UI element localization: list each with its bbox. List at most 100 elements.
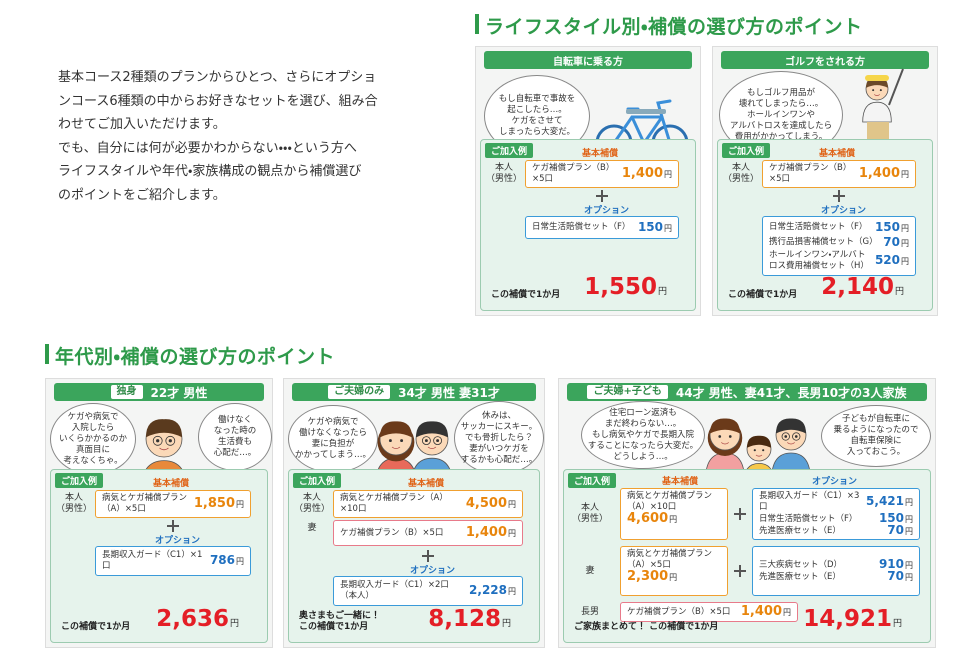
person-label: 本人 (494, 163, 513, 173)
price-unit: 円 (664, 223, 672, 233)
section-title: ライフスタイル別・補償の選び方のポイント (475, 12, 862, 39)
speech-bubble: 休みは、 サッカーにスキー。 でも骨折したら？ 妻がいつケガを するかも心配だ…。 (454, 401, 544, 475)
plan-name: ケガ補償プラン（B）×5口 (769, 163, 852, 184)
bubble-line: するかも心配だ…。 (460, 454, 538, 465)
price: 2,300円 (627, 569, 677, 584)
bubble-line: 休みは、 (481, 410, 516, 421)
plan-name: ケガ補償プラン（B）×5口 (532, 163, 615, 184)
price: 2,228円 (469, 584, 516, 597)
total-label-line: この補償で1か月 (728, 290, 798, 300)
price: 786円 (210, 554, 244, 567)
person-label: 本人 (302, 493, 321, 503)
example-box: ご加入例 基本補償 本人 （男性） 病気とケガ補償プラン（A）×10口 4,500円妻ケガ… (288, 469, 540, 643)
price-value: 2,140 (821, 274, 894, 300)
plan-name: 病気とケガ補償プラン（A）×5口 (102, 493, 188, 514)
bubble-line: ケガや病気で (307, 417, 359, 427)
person-label: （男性） (293, 504, 330, 514)
price-unit: 円 (901, 257, 909, 266)
price: 150円 (637, 219, 672, 234)
person-label: 妻 (307, 523, 317, 533)
option-name: 日常生活賠償セット（F） (759, 513, 858, 524)
basic-plan: 病気とケガ補償プラン（A）×10口 4,500円 (333, 490, 523, 518)
insured-person: 本人 （男性） (570, 503, 610, 525)
option-row: 長期収入ガード（C1）×2口（本人） 2,228円 (340, 580, 516, 602)
header-info: 34才 男性 妻31才 (398, 385, 500, 400)
price-value: 1,400 (740, 604, 782, 619)
total-row: 奥さまもご一緒に！ この補償で1か月 8,128円 (299, 607, 511, 636)
price-value: 910 (878, 557, 904, 571)
plan-card: ゴルフをされる方 もしゴルフ用品が 壊れてしまったら…。 ホールインワンや アルバトロス… (712, 46, 938, 316)
price: 70円 (883, 234, 909, 249)
price: 1,550円 (584, 275, 667, 304)
intro-line: のポイントをご紹介します。 (58, 187, 226, 203)
basic-plan: ケガ補償プラン（B）×5口 1,400円 (525, 160, 679, 188)
price-unit: 円 (508, 587, 516, 596)
price-value: 150 (637, 219, 663, 234)
insured-person: 本人 （男性） (485, 163, 523, 185)
basic-heading: 基本補償 (819, 149, 856, 159)
plan-name: 病気とケガ補償プラン（A）×5口 (627, 549, 713, 570)
price: 1,400円 (622, 167, 672, 180)
header-info: 44才 男性、妻41才、長男10才の3人家族 (675, 385, 907, 400)
person-label: 長男 (580, 606, 599, 617)
option-row: ホールインワン・アルバトロス費用補償セット（H） 520円 (769, 250, 909, 272)
bubble-line: 入院したら (71, 422, 115, 433)
intro: 基本コース2種類のプランからひとつ、さらにオプショ ンコース6種類の中からお好きな… (58, 66, 378, 207)
price-value: 1,400 (465, 525, 507, 540)
price: 70円 (887, 524, 913, 537)
option-row: 先進医療セット（E） 70円 (759, 524, 913, 537)
option-heading: オプション (812, 477, 858, 487)
plan-card: ご夫婦+子ども 44才 男性、妻41才、長男10才の3人家族 住宅ローン返済も まだ終… (558, 378, 936, 648)
price-value: 70 (883, 234, 900, 249)
person-label: 本人 (64, 493, 83, 503)
basic-plan: 病気とケガ補償プラン（A）×10口 4,600円 (620, 488, 728, 540)
price: 150円 (875, 221, 909, 234)
price-value: 4,600 (627, 511, 669, 526)
price-value: 5,421 (866, 494, 904, 508)
plus-sign (167, 520, 179, 532)
price-value: 1,550 (584, 274, 657, 300)
total-label: ご家族まとめて！ この補償で1か月 (574, 622, 718, 636)
price-unit: 円 (669, 515, 678, 524)
total-label: この補償で1か月 (728, 290, 797, 304)
price-value: 520 (874, 253, 900, 267)
option-name: 三大疾病セット（D） (759, 559, 843, 570)
total-row: この補償で1か月 2,140円 (728, 275, 904, 304)
price-unit: 円 (501, 619, 511, 629)
example-label: ご加入例 (485, 143, 534, 158)
speech-bubble: 働けなく なった時の 生活費も 心配だ…。 (198, 403, 272, 471)
example-label: ご加入例 (568, 473, 617, 488)
header-tag: ご夫婦+子ども (587, 385, 668, 399)
insured-person: 長男 (570, 607, 610, 618)
price: 520円 (874, 253, 909, 267)
bubble-line: することになったら大変だ。 (587, 440, 699, 451)
option-row: 携行品損害補償セット（G） 70円 (769, 235, 909, 250)
bubble-line: もしゴルフ用品が (746, 87, 815, 98)
example-box: ご加入例 基本補償 オプション 本人 （男性） 病気とケガ補償プラン（A）×10口 4,60… (563, 469, 931, 643)
bubble-line: まだ終わらない…。 (604, 418, 682, 429)
basic-plan: 病気とケガ補償プラン（A）×5口 1,850円 (95, 490, 251, 518)
price-unit: 円 (901, 223, 909, 233)
plan-card: 自転車に乗る方 もし自転車で事故を 起こしたら…。 ケガをさせて しまったら大変だ。 ご加… (475, 46, 701, 316)
bubble-line: 入っておこう。 (846, 447, 906, 457)
total-label-line: この補償で1か月 (299, 622, 369, 632)
card-header: ゴルフをされる方 (721, 51, 929, 69)
price-value: 4,500 (465, 496, 507, 511)
basic-plan: ケガ補償プラン（B）×5口 1,400円 (620, 602, 798, 622)
total-label: 奥さまもご一緒に！ この補償で1か月 (299, 611, 380, 636)
bubble-line: 起こしたら…。 (507, 105, 567, 115)
plan-name: ケガ補償プラン（B）×5口 (627, 606, 731, 617)
plan-card: ご夫婦のみ 34才 男性 妻31才 ケガや病気で 働けなくなったら 妻に負担が かかってし… (283, 378, 545, 648)
price-unit: 円 (905, 573, 913, 582)
price-unit: 円 (901, 170, 909, 179)
plus-sign (596, 190, 608, 202)
total-row: この補償で1か月 1,550円 (491, 275, 667, 304)
price-unit: 円 (905, 527, 913, 536)
price-value: 1,400 (858, 166, 900, 181)
basic-plan: ケガ補償プラン（B）×5口 1,400円 (333, 520, 523, 546)
illustration (140, 419, 188, 494)
section-title: 年代別・補償の選び方のポイント (45, 342, 335, 369)
option-plans: 長期収入ガード（C1）×1口 786円 (95, 546, 251, 576)
person-label: 妻 (585, 565, 595, 576)
person-label: 本人 (580, 503, 599, 513)
